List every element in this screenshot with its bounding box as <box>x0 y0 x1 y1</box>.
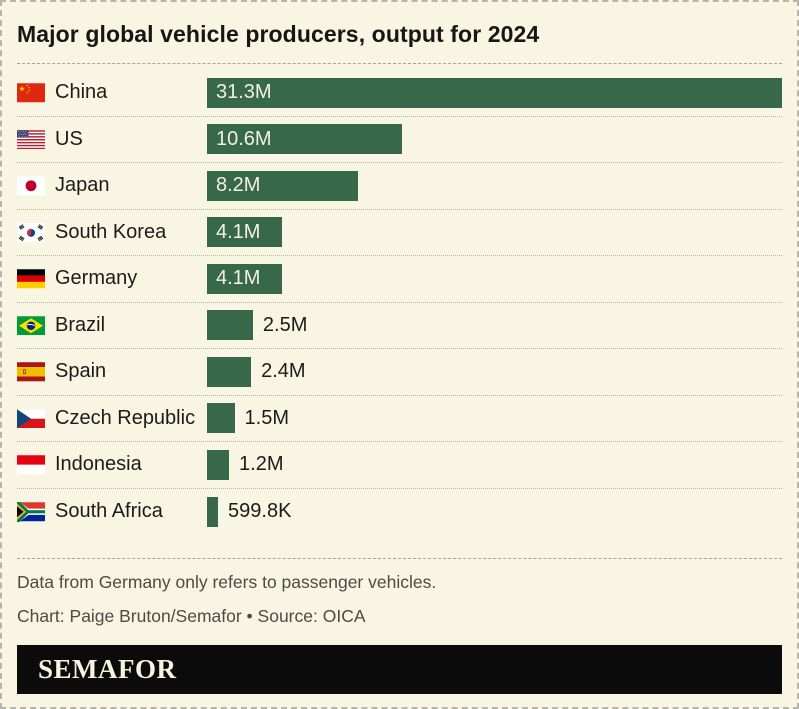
credit-line: Chart: Paige Bruton/Semafor • Source: OI… <box>17 606 366 626</box>
value-label-outside: 2.5M <box>262 313 308 336</box>
title-separator <box>17 63 782 64</box>
value-label-outside: 1.5M <box>244 406 290 429</box>
country-label: Germany <box>55 267 138 290</box>
value-bar: 10.6M <box>207 124 402 155</box>
country-label: Czech Republic <box>55 406 196 429</box>
bar-area: 31.3M <box>207 77 782 108</box>
value-bar: 31.3M <box>207 77 782 108</box>
chart-title: Major global vehicle producers, output f… <box>17 21 540 47</box>
germany-flag-icon <box>17 269 45 289</box>
value-bar <box>207 496 219 527</box>
chart-row: South Korea 4.1M <box>17 210 782 256</box>
value-bar: 8.2M <box>207 170 358 201</box>
value-bar: 4.1M <box>207 263 283 294</box>
value-label-inside: 8.2M <box>216 174 261 197</box>
bar-area: 2.4M <box>207 356 782 387</box>
chart-row: China 31.3M <box>17 70 782 117</box>
value-bar <box>207 356 252 387</box>
japan-flag-icon <box>17 176 45 196</box>
country-label: Indonesia <box>55 453 142 476</box>
value-label-outside: 2.4M <box>261 360 306 383</box>
value-bar <box>207 403 235 434</box>
value-label-outside: 1.2M <box>239 453 284 476</box>
country-label: South Africa <box>55 500 163 523</box>
bar-area: 4.1M <box>207 217 782 248</box>
us-flag-icon <box>17 129 45 150</box>
footer-separator <box>17 558 782 559</box>
semafor-logo-bar: SEMAFOR <box>17 645 782 694</box>
bar-area: 599.8K <box>207 496 782 527</box>
chart-row: Czech Republic 1.5M <box>17 396 782 442</box>
south-africa-flag-icon <box>17 502 45 522</box>
value-label-inside: 10.6M <box>216 127 272 150</box>
semafor-logo: SEMAFOR <box>38 654 177 684</box>
value-label-outside: 599.8K <box>228 500 292 523</box>
chart-row: Japan 8.2M <box>17 163 782 210</box>
bar-area: 8.2M <box>207 170 782 201</box>
country-label: Japan <box>55 174 110 197</box>
bar-area: 10.6M <box>207 124 782 155</box>
bar-area: 4.1M <box>207 263 782 294</box>
bar-area: 2.5M <box>207 310 782 341</box>
chart-row: US 10.6M <box>17 117 782 163</box>
country-label: China <box>55 81 108 104</box>
country-label: US <box>55 127 83 150</box>
brazil-flag-icon <box>17 315 45 336</box>
chart-row: Spain 2.4M <box>17 349 782 396</box>
czech-republic-flag-icon <box>17 408 45 429</box>
value-bar: 4.1M <box>207 217 283 248</box>
value-bar <box>207 449 230 480</box>
chart-row: South Africa 599.8K <box>17 489 782 536</box>
chart-row: Brazil 2.5M <box>17 303 782 349</box>
south-korea-flag-icon <box>17 222 45 243</box>
china-flag-icon <box>17 83 45 103</box>
country-label: Spain <box>55 360 107 383</box>
chart-row: Germany 4.1M <box>17 256 782 303</box>
value-label-inside: 31.3M <box>216 81 272 104</box>
bar-area: 1.5M <box>207 403 782 434</box>
country-label: Brazil <box>55 313 106 336</box>
value-label-inside: 4.1M <box>216 267 261 290</box>
footnote: Data from Germany only refers to passeng… <box>17 572 437 592</box>
bar-chart: China 31.3M US 10.6M <box>17 70 782 535</box>
chart-row: Indonesia 1.2M <box>17 442 782 489</box>
bar-area: 1.2M <box>207 449 782 480</box>
indonesia-flag-icon <box>17 455 45 475</box>
value-label-inside: 4.1M <box>216 220 261 243</box>
value-bar <box>207 310 253 341</box>
country-label: South Korea <box>55 220 167 243</box>
spain-flag-icon <box>17 362 45 382</box>
